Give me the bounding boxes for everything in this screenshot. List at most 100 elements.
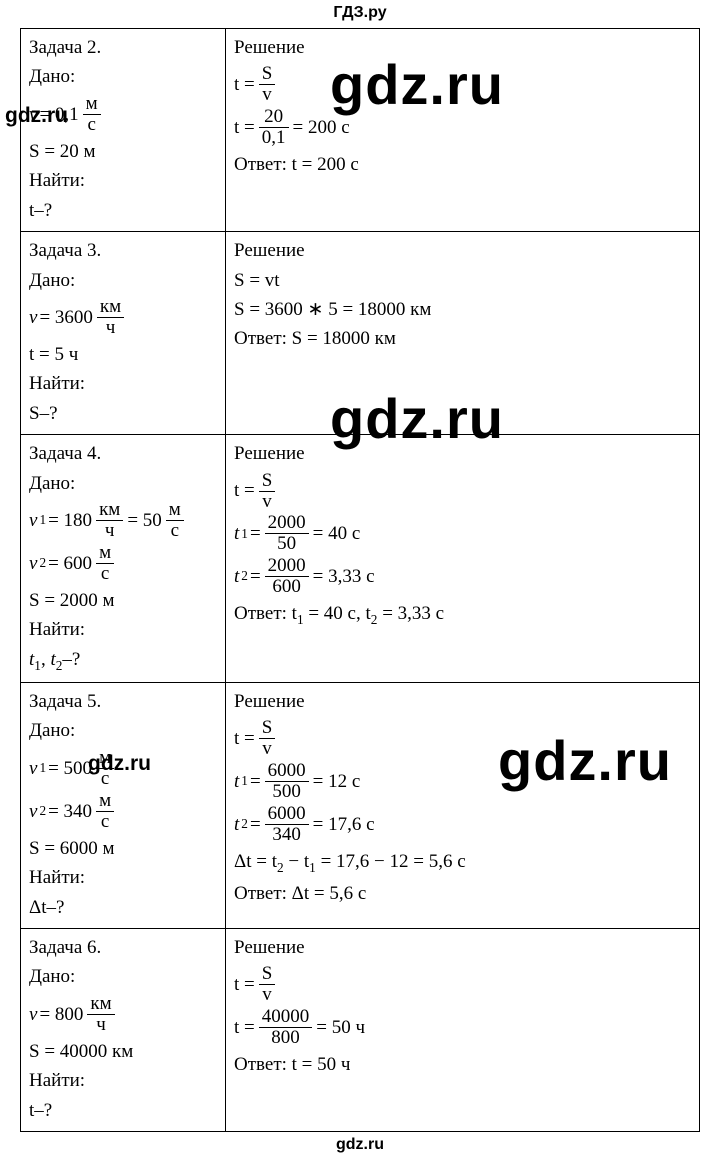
task-4-given-label: Дано: (29, 469, 219, 498)
task-3-title: Задача 3. (29, 236, 219, 265)
v2-unit-frac: м с (96, 543, 114, 584)
calc-frac: 20 0,1 (259, 107, 289, 148)
task-4-S: S = 2000 м (29, 586, 219, 615)
task-6-S: S = 40000 км (29, 1037, 219, 1066)
task-5-v1: v1 = 500 м с (29, 748, 219, 789)
calc-frac: 40000 800 (259, 1007, 313, 1048)
task-5-title: Задача 5. (29, 687, 219, 716)
task-2-calc: t = 20 0,1 = 200 с (234, 107, 693, 148)
task-6-row: Задача 6. Дано: v = 800 км ч S = 40000 к… (21, 928, 700, 1131)
calc-lhs: t = (234, 1013, 255, 1042)
ans-a: Ответ: t (234, 603, 297, 624)
page-footer: gdz.ru (0, 1132, 720, 1160)
f-den: v (259, 85, 276, 105)
dt-b: − t (284, 851, 310, 872)
calc-num: 20 (259, 107, 289, 128)
v2-unit-num: м (96, 543, 114, 564)
task-5-given: Задача 5. Дано: v1 = 500 м с v2 = 340 м … (21, 683, 226, 929)
c1-rhs: = 12 с (313, 767, 361, 796)
find-end: –? (62, 649, 80, 670)
task-5-v2: v2 = 340 м с (29, 791, 219, 832)
v1-eq: = 180 (48, 506, 92, 535)
v-unit-den: ч (97, 318, 124, 338)
c2-frac: 2000 600 (265, 556, 309, 597)
v-unit-num: м (83, 94, 101, 115)
task-6-calc: t = 40000 800 = 50 ч (234, 1007, 693, 1048)
c2-rhs: = 17,6 с (313, 810, 375, 839)
task-2-solution: Решение t = S v t = 20 0,1 = 200 с (226, 29, 700, 232)
dt-a: Δt = t (234, 851, 277, 872)
task-6-answer: Ответ: t = 50 ч (234, 1050, 693, 1079)
task-4-find: t1, t2–? (29, 645, 219, 676)
c1-t: t (234, 767, 239, 796)
f-num: S (259, 718, 276, 739)
c2-den: 340 (265, 825, 309, 845)
task-4-formula: t = S v (234, 471, 693, 512)
task-5-dt: Δt = t2 − t1 = 17,6 − 12 = 5,6 с (234, 847, 693, 878)
f-frac: S v (259, 471, 276, 512)
v1-symbol: v (29, 754, 37, 783)
c1-num: 2000 (265, 513, 309, 534)
f-den: v (259, 492, 276, 512)
c2-frac: 6000 340 (265, 804, 309, 845)
task-4-calc2: t2 = 2000 600 = 3,33 с (234, 556, 693, 597)
v2-eq: = 600 (48, 549, 92, 578)
v1-eq2: = 50 (127, 506, 161, 535)
c1-sub: 1 (241, 771, 248, 792)
f-num: S (259, 64, 276, 85)
v2-symbol: v (29, 797, 37, 826)
task-4-find-label: Найти: (29, 615, 219, 644)
task-2-sol-label: Решение (234, 33, 693, 62)
v2-unit-den: с (96, 564, 114, 584)
v-unit-frac: км ч (87, 994, 114, 1035)
task-3-formula: S = vt (234, 266, 693, 295)
f-lhs: t = (234, 70, 255, 99)
task-3-solution: Решение S = vt S = 3600 ∗ 5 = 18000 км О… (226, 232, 700, 435)
f-num: S (259, 964, 276, 985)
f-num: S (259, 471, 276, 492)
task-2-formula: t = S v (234, 64, 693, 105)
task-3-row: Задача 3. Дано: v = 3600 км ч t = 5 ч На… (21, 232, 700, 435)
v1-unit-frac: км ч (96, 500, 123, 541)
c2-num: 6000 (265, 804, 309, 825)
task-3-calc: S = 3600 ∗ 5 = 18000 км (234, 295, 693, 324)
v1-sub: 1 (39, 510, 46, 531)
task-3-given: Задача 3. Дано: v = 3600 км ч t = 5 ч На… (21, 232, 226, 435)
task-2-given: Задача 2. Дано: v = 0,1 м с S = 20 м Най… (21, 29, 226, 232)
v1-unit-frac2: м с (166, 500, 184, 541)
c2-sub: 2 (241, 814, 248, 835)
v1-unit-den: ч (96, 521, 123, 541)
calc-rhs: = 200 с (293, 113, 350, 142)
task-2-answer: Ответ: t = 200 с (234, 150, 693, 179)
task-5-find-label: Найти: (29, 863, 219, 892)
task-2-find: t–? (29, 196, 219, 225)
v1-unit-den: с (96, 769, 114, 789)
v-symbol: v (29, 100, 37, 129)
calc-lhs: t = (234, 113, 255, 142)
calc-num: 40000 (259, 1007, 313, 1028)
task-4-calc1: t1 = 2000 50 = 40 с (234, 513, 693, 554)
task-6-solution: Решение t = S v t = 40000 800 = 50 ч (226, 928, 700, 1131)
c2-num: 2000 (265, 556, 309, 577)
v1-unit-num2: м (166, 500, 184, 521)
ans-a-sub: 1 (297, 612, 304, 627)
v2-unit-num: м (96, 791, 114, 812)
task-6-v: v = 800 км ч (29, 994, 219, 1035)
v2-sub: 2 (39, 801, 46, 822)
v-unit-num: км (97, 297, 124, 318)
v1-unit-frac: м с (96, 748, 114, 789)
task-3-find: S–? (29, 399, 219, 428)
task-2-given-label: Дано: (29, 62, 219, 91)
task-4-sol-label: Решение (234, 439, 693, 468)
solutions-table: Задача 2. Дано: v = 0,1 м с S = 20 м Най… (20, 28, 700, 1132)
calc-rhs: = 50 ч (316, 1013, 365, 1042)
c2-t: t (234, 562, 239, 591)
task-5-calc2: t2 = 6000 340 = 17,6 с (234, 804, 693, 845)
task-4-solution: Решение t = S v t1 = 2000 50 = 40 с (226, 435, 700, 683)
f-lhs: t = (234, 476, 255, 505)
v-symbol: v (29, 1000, 37, 1029)
v-eq: = 0,1 (39, 100, 78, 129)
c2-t: t (234, 810, 239, 839)
c1-eq: = (250, 767, 261, 796)
task-4-v2: v2 = 600 м с (29, 543, 219, 584)
